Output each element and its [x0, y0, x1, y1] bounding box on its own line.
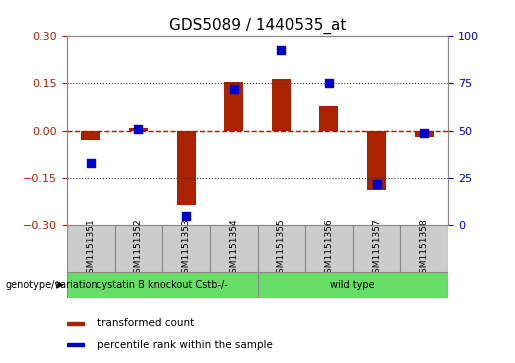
Point [420, 130, 428, 135]
Text: GSM1151352: GSM1151352 [134, 218, 143, 279]
Text: GSM1151354: GSM1151354 [229, 218, 238, 279]
Text: percentile rank within the sample: percentile rank within the sample [97, 340, 273, 350]
Title: GDS5089 / 1440535_at: GDS5089 / 1440535_at [169, 17, 346, 33]
Point [182, 213, 190, 219]
Text: GSM1151356: GSM1151356 [324, 218, 333, 279]
Bar [353, 225, 401, 272]
Bar [177, 131, 196, 205]
Bar [114, 225, 162, 272]
Text: GSM1151355: GSM1151355 [277, 218, 286, 279]
Bar [129, 127, 148, 131]
Text: genotype/variation: genotype/variation [5, 280, 98, 290]
Bar [81, 131, 100, 140]
Bar [305, 225, 353, 272]
Text: wild type: wild type [331, 280, 375, 290]
Bar [367, 131, 386, 191]
Text: GSM1151357: GSM1151357 [372, 218, 381, 279]
Bar [224, 82, 243, 131]
Bar [210, 225, 258, 272]
Text: GSM1151353: GSM1151353 [182, 218, 191, 279]
Bar [272, 79, 291, 131]
Bar [415, 131, 434, 137]
Point [325, 81, 333, 86]
Text: cystatin B knockout Cstb-/-: cystatin B knockout Cstb-/- [96, 280, 228, 290]
Text: GSM1151358: GSM1151358 [420, 218, 428, 279]
Point [87, 160, 95, 166]
Bar [319, 106, 338, 131]
Point [372, 181, 381, 187]
Bar [67, 322, 84, 325]
Bar [67, 272, 258, 298]
Bar [67, 343, 84, 346]
Point [134, 126, 143, 132]
Bar [258, 272, 448, 298]
Bar [67, 225, 115, 272]
Bar [258, 225, 305, 272]
Point [230, 86, 238, 92]
Bar [401, 225, 448, 272]
Bar [162, 225, 210, 272]
Point [277, 46, 285, 52]
Text: GSM1151351: GSM1151351 [87, 218, 95, 279]
Text: transformed count: transformed count [97, 318, 195, 329]
